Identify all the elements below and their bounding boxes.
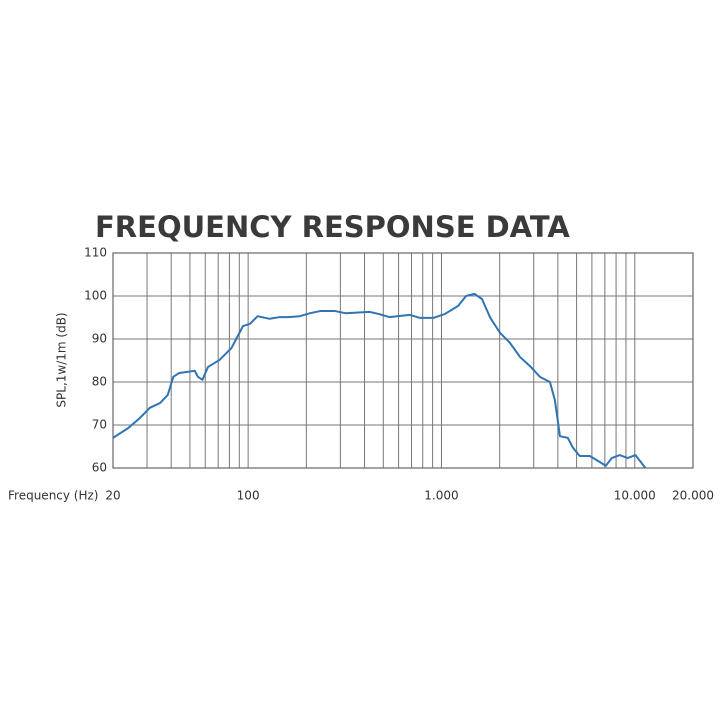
plot-frame	[112, 252, 694, 469]
x-axis-label: Frequency (Hz)	[8, 489, 99, 503]
y-tick-label: 80	[92, 375, 107, 389]
x-tick-label: 20	[105, 489, 120, 503]
x-tick-label: 10.000	[614, 489, 656, 503]
y-axis-label: SPL,1w/1m (dB)	[55, 312, 69, 407]
y-tick-label: 70	[92, 418, 107, 432]
x-tick-label: 1.000	[424, 489, 458, 503]
data-line	[112, 292, 647, 469]
y-tick-label: 100	[84, 289, 107, 303]
x-tick-label: 100	[237, 489, 260, 503]
x-tick-label: 20.000	[672, 489, 714, 503]
y-tick-label: 90	[92, 332, 107, 346]
y-tick-label: 60	[92, 461, 107, 475]
y-tick-label: 110	[84, 246, 107, 260]
chart-title: FREQUENCY RESPONSE DATA	[95, 210, 570, 244]
